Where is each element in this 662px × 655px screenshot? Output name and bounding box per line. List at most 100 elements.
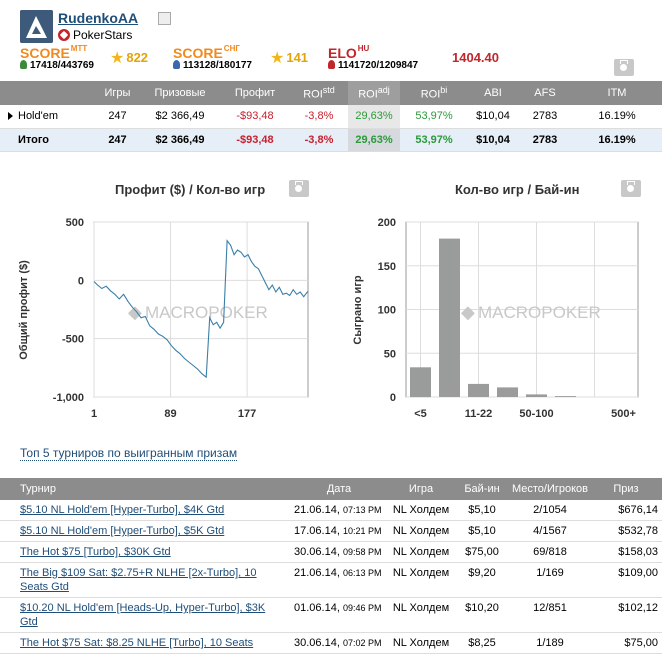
stats-cell: 2783 [518,128,572,152]
prize-cell: $102,12 [590,597,662,633]
stats-header[interactable]: Призовые [140,81,220,105]
tournament-name-cell: $5.10 NL Hold'em [Hyper-Turbo], $4K Gtd [0,500,290,521]
tournaments-table: Турнир Дата Игра Бай-ин Место/Игроков Пр… [0,478,662,654]
table-row: $5.10 NL Hold'em [Hyper-Turbo], $4K Gtd 2… [0,500,662,521]
watermark: MACROPOKER [145,303,268,322]
stats-header[interactable]: Игры [95,81,140,105]
stats-header[interactable]: ROIadj [348,81,400,105]
score-elo-rank: 1141720/1209847 [328,60,418,71]
stats-header[interactable]: ROIstd [290,81,348,105]
score-elo-label: ELOHU [328,44,370,61]
stats-cell: $10,04 [468,128,518,152]
stats-cell[interactable]: Hold'em [0,105,95,129]
stats-cell: $2 366,49 [140,105,220,129]
place-cell: 4/1567 [510,520,590,542]
table-row: The Hot $75 Sat: $8.25 NLHE [Turbo], 10 … [0,632,662,654]
stats-cell: 247 [95,128,140,152]
col-header-place[interactable]: Место/Игроков [510,478,590,500]
y-tick-label: -500 [62,334,84,346]
x-tick-label: <5 [414,408,427,420]
y-tick-label: 0 [390,392,396,404]
y-tick-label: 0 [78,275,84,287]
stats-cell: 29,63% [348,128,400,152]
bar-5-11[interactable] [439,238,460,397]
col-header-tournament[interactable]: Турнир [0,478,290,500]
x-tick-label: 1 [91,408,97,420]
time-text: 09:46 PM [342,603,382,613]
col-header-game[interactable]: Игра [388,478,454,500]
tournament-link[interactable]: $5.10 NL Hold'em [Hyper-Turbo], $5K Gtd [20,525,225,537]
bar-50-100[interactable] [526,394,547,397]
time-text: 07:13 PM [342,505,382,515]
stats-cell: -3,8% [290,105,348,129]
table-row: The Big $109 Sat: $2.75+R NLHE [2x-Turbo… [0,562,662,598]
expand-arrow-icon[interactable] [8,112,13,120]
buyin-cell: $5,10 [454,500,510,521]
stats-cell: 16.19% [572,128,662,152]
medal-icon [328,60,335,69]
stats-header[interactable]: ROIbi [400,81,468,105]
scores-bar: SCOREMTT 17418/443769 ★ 822 SCOREСНГ 1131… [20,44,660,71]
table-row: The Hot $75 [Turbo], $30K Gtd 30.06.14, 0… [0,541,662,563]
score-elo: ELOHU 1141720/1209847 [328,44,418,71]
col-header-prize[interactable]: Приз [590,478,662,500]
stats-header[interactable]: Профит [220,81,290,105]
y-tick-label: 150 [378,261,396,273]
stats-cell: 53,97% [400,128,468,152]
stats-header[interactable]: ITM [572,81,662,105]
copy-icon[interactable] [158,12,171,25]
tournament-link[interactable]: The Big $109 Sat: $2.75+R NLHE [2x-Turbo… [20,567,257,593]
camera-icon[interactable] [289,180,309,197]
bar-22-50[interactable] [497,387,518,397]
score-mtt-label: SCOREMTT [20,44,88,61]
avatar[interactable] [20,10,53,43]
star-icon: ★ [110,50,125,67]
bar-100-200[interactable] [555,396,576,397]
col-header-buyin[interactable]: Бай-ин [454,478,510,500]
stats-cell: 247 [95,105,140,129]
tournament-name-cell: The Hot $75 Sat: $8.25 NLHE [Turbo], 10 … [0,632,290,654]
table-row: $10.20 NL Hold'em [Heads-Up, Hyper-Turbo… [0,597,662,633]
x-tick-label: 177 [238,408,256,420]
pokerstars-icon [58,29,70,41]
prize-cell: $532,78 [590,520,662,542]
watermark: MACROPOKER [478,303,601,322]
stats-header[interactable]: ABI [468,81,518,105]
stats-row-holdem[interactable]: Hold'em 247 $2 366,49 -$93,48 -3,8% 29,6… [0,105,662,129]
shark-icon [20,10,53,43]
poker-room: PokerStars [58,28,132,42]
bar-11-22[interactable] [468,383,489,397]
camera-icon[interactable] [614,59,634,76]
score-mtt-stars: ★ 822 [110,50,149,67]
tournament-link[interactable]: The Hot $75 Sat: $8.25 NLHE [Turbo], 10 … [20,637,254,649]
place-cell: 1/169 [510,562,590,598]
tournament-link[interactable]: $10.20 NL Hold'em [Heads-Up, Hyper-Turbo… [20,602,266,628]
y-tick-label: 500 [66,217,84,229]
tournament-name-cell: The Big $109 Sat: $2.75+R NLHE [2x-Turbo… [0,562,290,598]
tournament-name-cell: $5.10 NL Hold'em [Hyper-Turbo], $5K Gtd [0,520,290,542]
x-tick-label: 89 [164,408,176,420]
x-tick-label: 11-22 [465,408,493,420]
buyin-cell: $9,20 [454,562,510,598]
bar-<5[interactable] [410,367,431,398]
buyin-cell: $5,10 [454,520,510,542]
username-link[interactable]: RudenkoAA [58,10,139,26]
star-icon: ★ [270,50,285,67]
top5-link[interactable]: Топ 5 турниров по выигранным призам [20,446,238,461]
tournament-link[interactable]: $5.10 NL Hold'em [Hyper-Turbo], $4K Gtd [20,504,225,516]
profit-series-line [93,239,309,379]
date-cell: 17.06.14, 10:21 PM [290,520,388,542]
watermark-logo-icon: ◆ [461,302,475,322]
col-header-date[interactable]: Дата [290,478,388,500]
y-tick-label: -1,000 [53,392,84,404]
game-cell: NL Холдем [388,632,454,654]
stats-header[interactable] [0,81,95,105]
stats-header[interactable]: AFS [518,81,572,105]
time-text: 06:13 PM [342,568,382,578]
y-tick-label: 200 [378,217,396,229]
camera-icon[interactable] [621,180,641,197]
stats-cell: -3,8% [290,128,348,152]
date-cell: 21.06.14, 06:13 PM [290,562,388,598]
y-tick-label: 50 [384,348,396,360]
tournament-link[interactable]: The Hot $75 [Turbo], $30K Gtd [20,546,171,558]
